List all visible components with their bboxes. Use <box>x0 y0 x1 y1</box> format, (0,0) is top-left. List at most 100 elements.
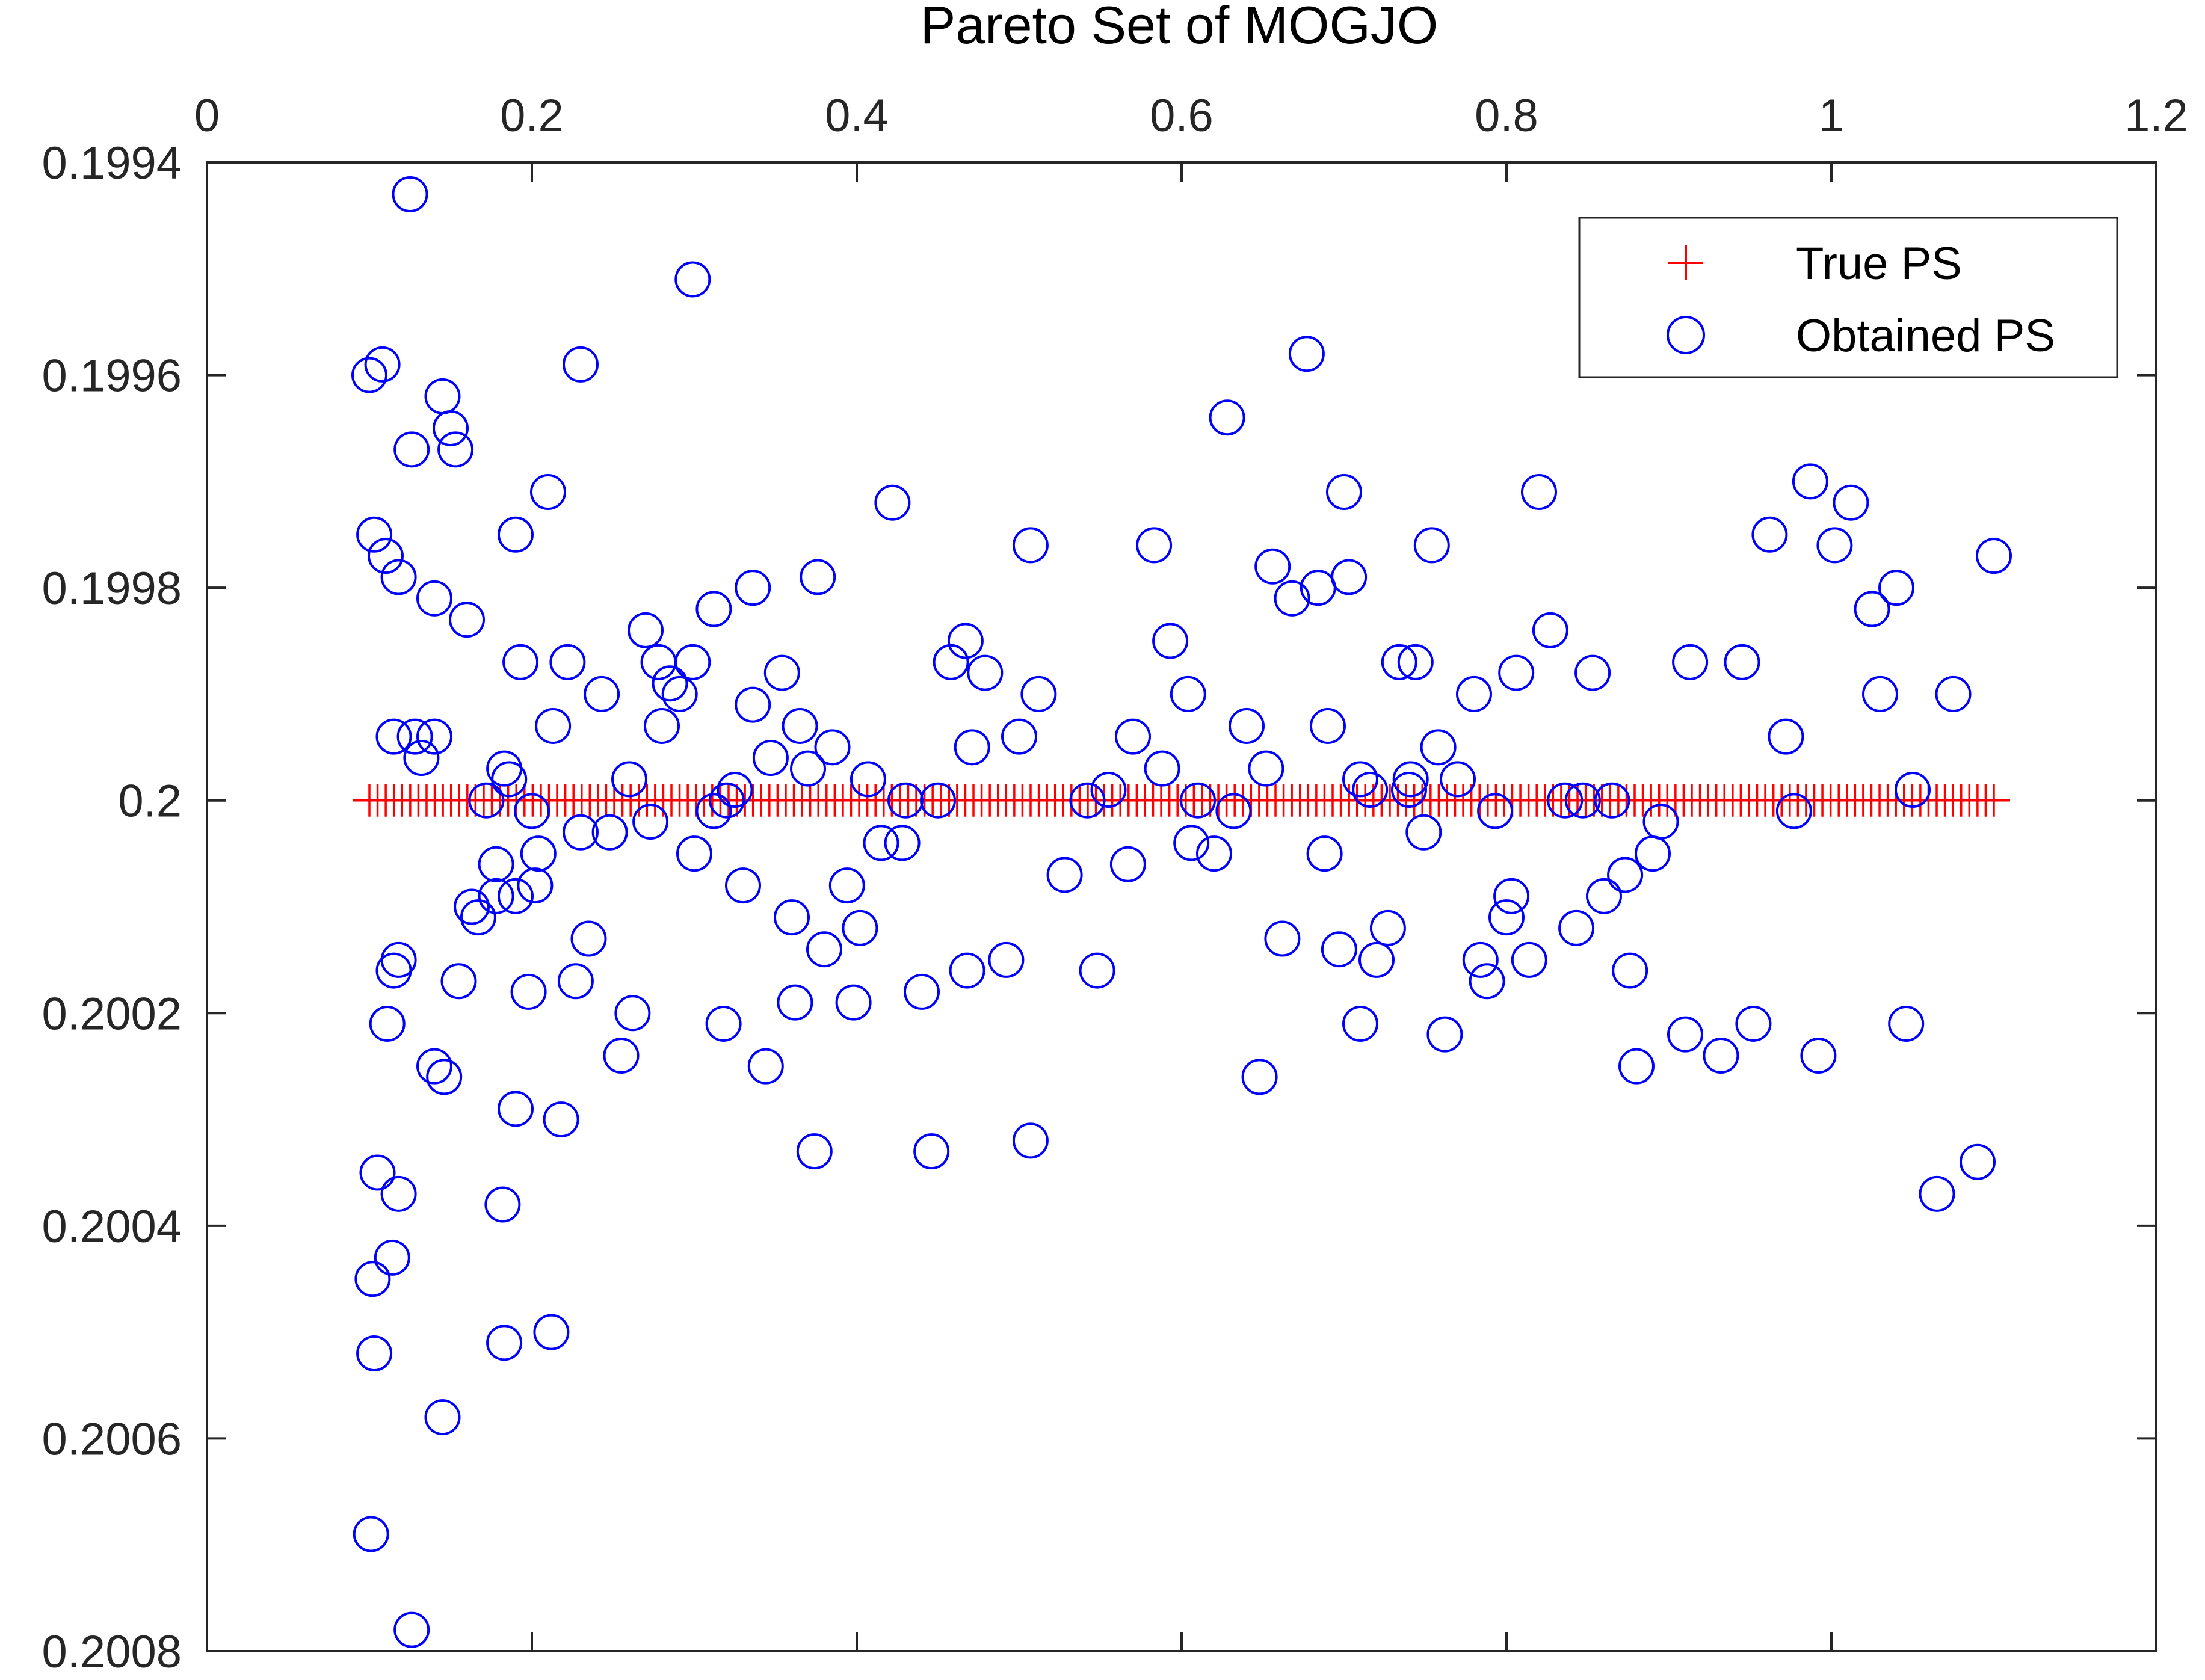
obtained-ps-point <box>353 1516 389 1552</box>
obtained-ps-point <box>563 814 599 851</box>
obtained-ps-point <box>416 718 452 755</box>
obtained-ps-point <box>584 675 620 712</box>
obtained-ps-point <box>1426 1016 1463 1053</box>
obtained-ps-point <box>1001 718 1037 755</box>
obtained-ps-point <box>1564 782 1601 819</box>
obtained-ps-point <box>949 952 985 989</box>
obtained-ps-point <box>1288 336 1325 372</box>
obtained-ps-point <box>1079 952 1115 989</box>
x-tick-label: 1 <box>1819 90 1844 141</box>
obtained-ps-point <box>752 740 789 776</box>
obtained-ps-point <box>1440 761 1476 798</box>
obtained-ps-point <box>782 707 818 744</box>
obtained-ps-point <box>1420 729 1457 766</box>
obtained-ps-point <box>1196 835 1232 872</box>
obtained-ps-point <box>393 431 430 468</box>
obtained-ps-point <box>416 1048 452 1085</box>
obtained-ps-point <box>478 878 514 914</box>
obtained-ps-point <box>1326 474 1362 511</box>
y-tick-label: 0.1994 <box>42 138 182 189</box>
obtained-ps-point <box>763 654 800 691</box>
obtained-ps-point <box>1381 644 1417 680</box>
obtained-ps-point <box>676 835 712 872</box>
obtained-ps-point <box>1833 484 1869 521</box>
obtained-ps-point <box>449 602 485 638</box>
obtained-ps-point <box>1136 527 1173 564</box>
obtained-ps-point <box>1109 846 1146 882</box>
obtained-ps-point <box>874 484 911 521</box>
obtained-ps-point <box>1895 772 1931 808</box>
obtained-ps-point <box>717 772 753 808</box>
obtained-ps-point <box>603 1038 640 1074</box>
obtained-ps-point <box>1469 963 1505 1000</box>
obtained-ps-point <box>947 623 984 659</box>
obtained-ps-point <box>1521 474 1557 511</box>
obtained-ps-point <box>498 878 534 914</box>
obtained-ps-point <box>1735 1005 1772 1042</box>
obtained-ps-point <box>375 718 412 755</box>
obtained-ps-point <box>1816 527 1853 564</box>
obtained-ps-point <box>695 793 732 829</box>
obtained-ps-point <box>1020 675 1057 712</box>
obtained-ps-point <box>1144 750 1180 787</box>
obtained-ps-point <box>354 1261 391 1297</box>
obtained-ps-point <box>1254 548 1291 585</box>
obtained-ps-point <box>1498 654 1535 691</box>
obtained-ps-point <box>1594 782 1630 819</box>
obtained-ps-point <box>543 1101 579 1138</box>
obtained-ps-point <box>533 1314 570 1350</box>
obtained-ps-point <box>356 1335 393 1371</box>
obtained-ps-point <box>850 761 886 798</box>
obtained-ps-point <box>563 346 599 383</box>
obtained-ps-point <box>709 782 745 819</box>
obtained-ps-point <box>1310 707 1346 744</box>
obtained-ps-point <box>486 1325 523 1361</box>
obtained-ps-point <box>380 1175 417 1212</box>
obtained-ps-point <box>1152 623 1189 659</box>
obtained-ps-point <box>674 644 711 680</box>
obtained-ps-point <box>1215 793 1252 829</box>
legend-entry-true-ps: True PS <box>1668 238 1962 289</box>
obtained-ps-point <box>884 825 921 861</box>
legend-entry-obtained-ps: Obtained PS <box>1667 310 2055 362</box>
obtained-ps-point <box>1642 804 1679 840</box>
obtained-ps-point <box>695 591 732 627</box>
true-ps-series <box>353 784 2010 817</box>
obtained-ps-point <box>1488 899 1525 936</box>
obtained-ps-point <box>920 782 956 819</box>
obtained-ps-point <box>1586 878 1622 914</box>
obtained-ps-point <box>1358 941 1395 978</box>
obtained-ps-point <box>356 516 393 553</box>
obtained-ps-point <box>933 644 969 680</box>
obtained-ps-point <box>777 984 813 1021</box>
obtained-ps-point <box>1264 920 1301 957</box>
obtained-ps-point <box>510 973 547 1010</box>
obtained-ps-point <box>842 909 878 946</box>
obtained-ps-point <box>591 814 628 851</box>
obtained-ps-point <box>725 867 761 904</box>
obtained-ps-point <box>426 1059 463 1095</box>
obtained-ps-point <box>517 867 554 904</box>
obtained-ps-point <box>1397 644 1434 680</box>
obtained-ps-point <box>1209 399 1245 436</box>
chart-title: Pareto Set of MOGJO <box>921 0 1439 55</box>
obtained-ps-point <box>1241 1059 1278 1095</box>
obtained-ps-point <box>1046 857 1083 893</box>
obtained-ps-point <box>954 729 990 766</box>
obtained-ps-point <box>549 644 586 680</box>
obtained-ps-point <box>1369 909 1406 946</box>
obtained-ps-point <box>502 644 539 680</box>
obtained-ps-point <box>1391 772 1427 808</box>
obtained-ps-point <box>904 973 940 1010</box>
obtained-ps-point <box>913 1133 950 1170</box>
x-tick-label: 0.4 <box>825 90 889 141</box>
obtained-ps-point <box>1493 878 1530 914</box>
legend-plus-marker <box>1668 245 1703 280</box>
obtained-ps-point <box>1405 814 1442 851</box>
obtained-ps-point <box>1331 559 1368 595</box>
obtained-ps-point <box>1173 825 1210 861</box>
obtained-ps-point <box>1477 793 1514 829</box>
obtained-ps-point <box>374 1239 410 1276</box>
obtained-ps-point <box>491 761 528 798</box>
